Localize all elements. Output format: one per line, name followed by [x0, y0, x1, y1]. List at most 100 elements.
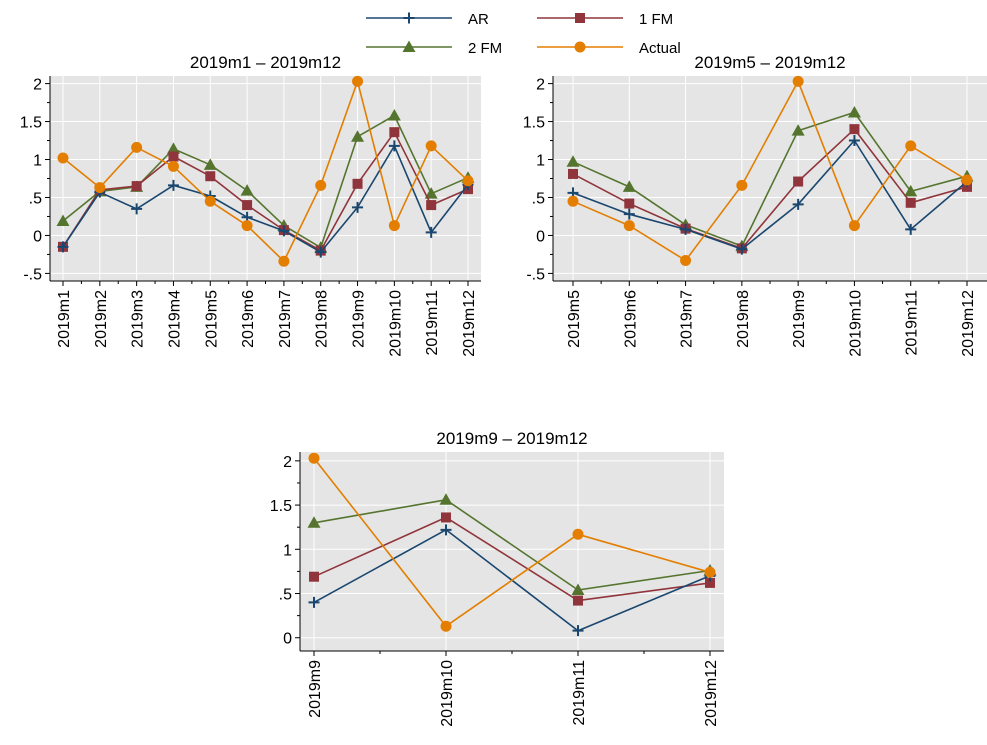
data-point: [793, 176, 804, 187]
y-tick-label: -.5: [23, 266, 42, 283]
data-point: [166, 142, 180, 154]
y-tick-label: 1.5: [20, 115, 42, 132]
panel-title: 2019m1 – 2019m12: [190, 53, 341, 72]
series-line: [62, 114, 469, 249]
x-tick-label: 2019m2: [93, 290, 110, 348]
data-point: [278, 225, 290, 237]
x-tick-label: 2019m10: [439, 660, 456, 727]
data-point: [847, 105, 861, 118]
data-point: [307, 516, 321, 528]
data-point: [440, 524, 452, 536]
x-axis: 2019m5 2019m6 2019m7 2019m8 2019m9 2019m10 201…: [553, 280, 987, 357]
data-point: [241, 220, 253, 232]
data-point: [203, 158, 217, 170]
x-tick-label: 2019m12: [703, 660, 720, 727]
data-point: [572, 528, 584, 540]
x-tick-label: 2019m3: [130, 290, 147, 348]
data-point: [352, 178, 363, 189]
legend-label: Actual: [639, 40, 681, 57]
panel-title: 2019m5 – 2019m12: [694, 53, 845, 72]
data-point: [308, 452, 320, 464]
y-tick-label: 1.5: [270, 498, 292, 515]
legend-label: AR: [468, 11, 489, 28]
data-point: [792, 198, 804, 210]
y-tick-label: .5: [532, 190, 545, 207]
x-tick-label: 2019m11: [571, 660, 588, 726]
series-actual: [57, 75, 474, 267]
x-tick-label: 2019m8: [314, 290, 331, 348]
data-point: [904, 184, 918, 197]
legend-marker: [574, 41, 586, 53]
legend-item-actual: Actual: [537, 40, 681, 57]
legend-label: 1 FM: [639, 11, 673, 28]
y-axis: -.5 0 .5 1 1.5 2: [20, 76, 51, 283]
data-point: [308, 596, 320, 608]
data-point: [961, 174, 973, 186]
x-tick-label: 2019m7: [277, 290, 294, 348]
data-point: [440, 620, 452, 632]
data-point: [388, 220, 400, 232]
data-point: [566, 155, 580, 167]
legend-marker: [402, 40, 416, 52]
y-axis: -.5 0 .5 1 1.5 2: [523, 76, 554, 283]
data-point: [425, 226, 437, 238]
data-point: [131, 203, 143, 215]
y-tick-label: 1: [283, 542, 292, 559]
data-point: [905, 140, 917, 152]
data-point: [387, 108, 401, 121]
data-point: [352, 201, 364, 213]
panel-title: 2019m9 – 2019m12: [436, 429, 587, 448]
y-tick-label: 0: [33, 228, 42, 245]
data-point: [905, 197, 916, 208]
x-tick-label: 2019m12: [461, 290, 478, 357]
y-tick-label: 1: [536, 153, 545, 170]
data-point: [205, 171, 216, 182]
x-tick-label: 2019m12: [960, 290, 977, 357]
data-point: [424, 187, 438, 199]
y-tick-label: .5: [29, 190, 42, 207]
legend-item-2-fm: 2 FM: [366, 40, 502, 57]
series-line: [572, 139, 968, 250]
y-tick-label: 1.5: [523, 115, 545, 132]
series-line: [572, 111, 968, 247]
data-point: [131, 141, 143, 153]
data-point: [242, 200, 253, 211]
data-point: [680, 223, 692, 235]
x-tick-label: 2019m8: [735, 290, 752, 348]
x-tick-label: 2019m4: [166, 290, 183, 348]
x-tick-label: 2019m9: [307, 660, 324, 718]
legend-item-1-fm: 1 FM: [537, 11, 673, 28]
series-line: [313, 498, 711, 591]
data-point: [736, 179, 748, 191]
series-line: [313, 457, 711, 628]
series-line: [572, 80, 968, 262]
data-point: [567, 195, 579, 207]
series-line: [62, 145, 469, 253]
data-point: [351, 130, 365, 142]
x-tick-label: 2019m11: [904, 290, 921, 356]
x-tick-label: 2019m7: [679, 290, 696, 348]
data-point: [848, 220, 860, 232]
data-point: [849, 124, 860, 135]
y-tick-label: 1: [33, 153, 42, 170]
x-tick-label: 2019m10: [847, 290, 864, 357]
x-tick-label: 2019m9: [791, 290, 808, 348]
series-actual: [308, 452, 716, 632]
x-tick-label: 2019m5: [203, 290, 220, 348]
x-tick-label: 2019m11: [424, 290, 441, 356]
data-point: [791, 124, 805, 136]
gridlines: [300, 452, 724, 651]
x-tick-label: 2019m5: [566, 290, 583, 348]
y-tick-label: 2: [33, 77, 42, 94]
plot-area: [553, 76, 987, 281]
data-point: [905, 223, 917, 235]
y-tick-label: 2: [536, 77, 545, 94]
x-tick-label: 2019m6: [622, 290, 639, 348]
y-tick-label: -.5: [526, 266, 545, 283]
y-tick-label: 0: [536, 228, 545, 245]
data-point: [705, 577, 715, 588]
legend-marker: [575, 13, 585, 23]
y-tick-label: .5: [279, 587, 292, 604]
